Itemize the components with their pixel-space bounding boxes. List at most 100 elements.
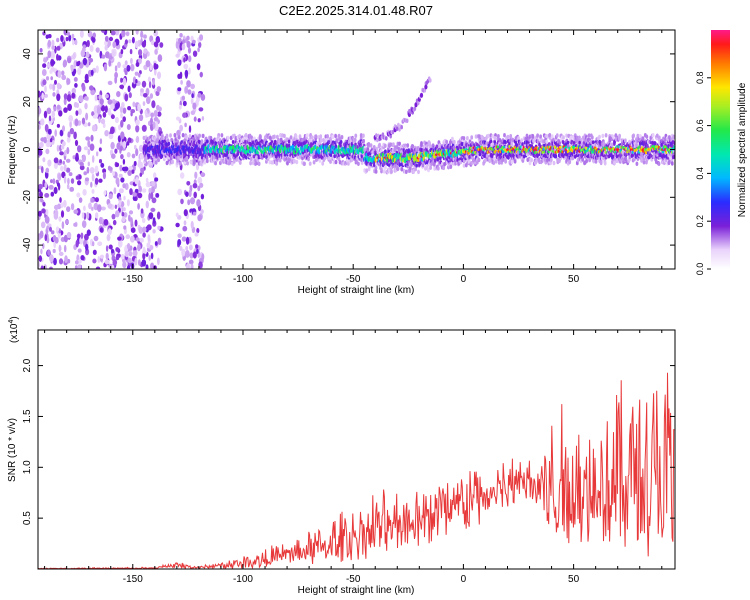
spectrogram-feature-3 — [374, 165, 378, 170]
spectrogram-feature-1 — [78, 95, 84, 103]
spectrogram-feature-2 — [197, 185, 201, 192]
spectrogram-feature-1 — [94, 165, 99, 174]
spectrogram-feature-1 — [108, 55, 113, 60]
spectrogram-feature-3 — [493, 136, 497, 141]
spectrogram-feature-1 — [152, 217, 156, 224]
spectrogram-feature-3 — [312, 160, 316, 165]
spectrogram-feature-1 — [59, 197, 62, 203]
spectrogram-feature-1 — [100, 118, 106, 125]
spectrogram-feature-1 — [40, 248, 43, 255]
spectrogram-feature-2 — [196, 248, 199, 254]
spectrogram-feature-3 — [497, 134, 500, 139]
spectrogram-feature-3 — [452, 139, 456, 145]
spectrogram-feature-2 — [178, 104, 182, 110]
spectrogram-feature-1 — [60, 35, 64, 42]
spectrogram-feature-1 — [141, 124, 147, 132]
spectrogram-feature-1 — [99, 138, 103, 145]
spectrogram-feature-1 — [82, 44, 86, 49]
spectrogram-feature-2 — [175, 41, 179, 49]
spectrogram-feature-3 — [331, 134, 335, 140]
spectrogram-feature-3 — [171, 159, 174, 165]
spectrogram-feature-1 — [138, 114, 144, 122]
spectrogram-feature-3 — [382, 169, 386, 174]
spectrogram-feature-1 — [95, 47, 100, 53]
spectrogram-feature-1 — [90, 181, 93, 188]
spectrogram-feature-1 — [62, 160, 65, 165]
spectrogram-feature-2 — [190, 197, 195, 205]
spectrogram-feature-1 — [46, 236, 50, 244]
spectrogram-feature-1 — [132, 76, 137, 85]
spectrogram-feature-1 — [84, 96, 89, 101]
spectrogram-feature-3 — [209, 135, 213, 141]
spectrogram-feature-3 — [372, 145, 376, 150]
spectrogram-feature-2 — [188, 189, 192, 198]
spectrogram-feature-1 — [107, 166, 113, 171]
spectrogram-feature-1 — [120, 131, 125, 140]
spectrogram-feature-1 — [108, 244, 113, 250]
spectrogram-feature-1 — [69, 127, 75, 135]
spectrogram-feature-1 — [107, 99, 113, 105]
spectrogram-feature-1 — [41, 166, 44, 174]
spectrogram-feature-1 — [77, 67, 82, 76]
spectrogram-feature-1 — [74, 265, 78, 269]
spectrogram-feature-1 — [66, 183, 70, 190]
spectrogram-feature-1 — [137, 192, 143, 199]
spectrogram-feature-1 — [124, 93, 129, 102]
spectrogram-feature-3 — [396, 166, 400, 172]
spectrogram-feature-1 — [40, 265, 45, 269]
spectrogram-feature-1 — [86, 40, 90, 48]
spectrogram-feature-1 — [153, 41, 159, 48]
spectrogram-feature-3 — [166, 155, 170, 161]
spectrogram-feature-1 — [155, 121, 159, 129]
spectrogram-feature-3 — [545, 139, 548, 144]
spectrogram-feature-1 — [86, 211, 90, 220]
spectrogram-feature-1 — [153, 172, 157, 179]
spectrogram-feature-1 — [69, 120, 72, 128]
spectrogram-feature-3 — [238, 133, 242, 139]
spectrogram-feature-1 — [120, 177, 125, 183]
spectrogram-feature-2 — [190, 98, 194, 105]
spectrogram-feature-3 — [295, 159, 299, 165]
spectrogram-feature-3 — [305, 133, 309, 138]
spectrogram-feature-1 — [133, 160, 137, 167]
spectrogram-feature-1 — [48, 115, 52, 122]
spectrogram-feature-1 — [150, 117, 153, 125]
spectrogram-feature-3 — [310, 135, 314, 140]
spectrogram-feature-1 — [135, 119, 140, 126]
spectrogram-feature-1 — [151, 186, 155, 194]
spectrogram-feature-3 — [550, 134, 554, 139]
spectrogram-feature-1 — [116, 142, 121, 150]
spectrogram-feature-3 — [488, 158, 492, 164]
spectrogram-feature-3 — [198, 133, 202, 138]
spectrogram-feature-3 — [214, 141, 217, 146]
spectrogram-feature-1 — [153, 30, 159, 37]
spectrogram-cells — [38, 30, 675, 269]
spectrogram-feature-3 — [189, 160, 193, 165]
spectrogram-feature-1 — [61, 74, 67, 81]
spectrogram-feature-3 — [485, 153, 489, 159]
spectrogram-feature-1 — [45, 148, 50, 155]
spectrogram-feature-1 — [74, 39, 78, 46]
spectrogram-feature-1 — [63, 244, 67, 253]
spectrogram-feature-1 — [87, 148, 91, 156]
spectrogram-feature-3 — [308, 161, 312, 166]
spectrogram-feature-3 — [321, 161, 325, 166]
spectrogram-feature-3 — [329, 136, 332, 142]
spectrogram-feature-1 — [153, 62, 157, 70]
spectrogram-feature-3 — [497, 160, 501, 165]
spectrogram-feature-3 — [578, 135, 581, 140]
spectrogram-feature-1 — [138, 144, 144, 152]
spectrogram-feature-1 — [122, 64, 127, 69]
spectrogram-feature-1 — [150, 207, 156, 212]
spectrogram-feature-3 — [624, 156, 627, 161]
spectrogram-feature-1 — [59, 129, 64, 137]
spectrogram-feature-1 — [53, 157, 59, 164]
spectrogram-feature-1 — [67, 177, 70, 185]
spectrogram-feature-1 — [38, 261, 41, 269]
spectrogram-feature-1 — [131, 36, 135, 44]
spectrogram-feature-2 — [182, 248, 186, 255]
spectrogram-feature-3 — [624, 138, 627, 143]
spectrogram-feature-1 — [80, 232, 84, 239]
spectrogram-feature-3 — [334, 133, 337, 139]
spectrogram-feature-3 — [165, 133, 169, 138]
